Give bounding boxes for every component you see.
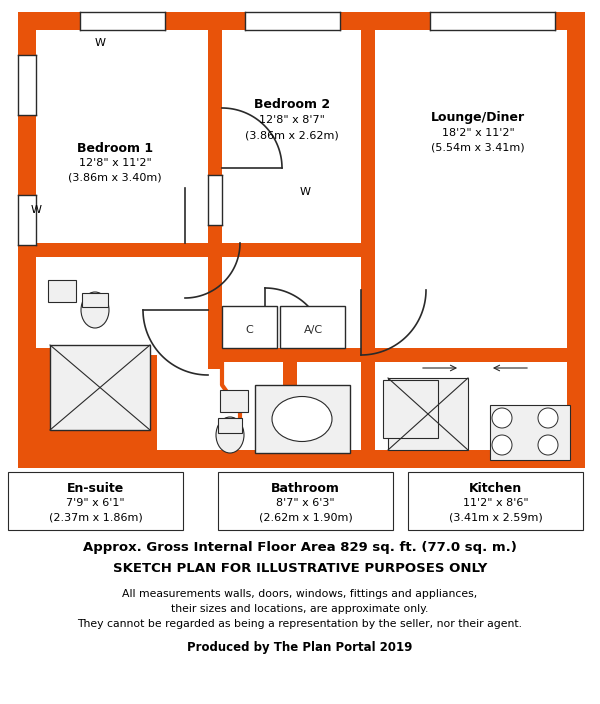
Bar xyxy=(208,12,222,257)
Bar xyxy=(18,243,368,257)
Bar xyxy=(18,450,585,468)
Text: W: W xyxy=(299,187,311,197)
Bar xyxy=(36,30,208,243)
Bar xyxy=(245,12,340,30)
Bar xyxy=(18,348,150,362)
Bar xyxy=(208,175,222,225)
Bar xyxy=(430,12,555,30)
Bar xyxy=(48,280,76,302)
Bar xyxy=(36,257,208,450)
Ellipse shape xyxy=(272,396,332,441)
Text: (2.37m x 1.86m): (2.37m x 1.86m) xyxy=(49,513,142,523)
Bar xyxy=(280,306,345,348)
Bar xyxy=(18,195,36,245)
Bar xyxy=(222,306,277,348)
Bar xyxy=(375,30,567,450)
Bar xyxy=(388,378,468,450)
Text: Approx. Gross Internal Floor Area 829 sq. ft. (77.0 sq. m.): Approx. Gross Internal Floor Area 829 sq… xyxy=(83,541,517,555)
Bar xyxy=(255,385,350,453)
Polygon shape xyxy=(295,215,365,295)
Bar xyxy=(18,55,36,115)
Text: SKETCH PLAN FOR ILLUSTRATIVE PURPOSES ONLY: SKETCH PLAN FOR ILLUSTRATIVE PURPOSES ON… xyxy=(113,562,487,574)
Circle shape xyxy=(538,435,558,455)
Bar xyxy=(368,348,567,362)
Circle shape xyxy=(538,408,558,428)
Text: their sizes and locations, are approximate only.: their sizes and locations, are approxima… xyxy=(172,604,428,614)
Text: 18'2" x 11'2": 18'2" x 11'2" xyxy=(442,128,514,138)
Bar xyxy=(283,355,297,468)
Text: (3.41m x 2.59m): (3.41m x 2.59m) xyxy=(449,513,542,523)
Text: Bedroom 1: Bedroom 1 xyxy=(77,142,153,154)
Bar xyxy=(375,30,567,348)
Text: Bedroom 2: Bedroom 2 xyxy=(254,99,330,111)
Text: A/C: A/C xyxy=(304,325,323,335)
Text: 7'9" x 6'1": 7'9" x 6'1" xyxy=(66,498,125,508)
Ellipse shape xyxy=(216,417,244,453)
Bar xyxy=(82,293,108,307)
Bar xyxy=(222,257,361,348)
Text: C: C xyxy=(245,325,253,335)
Bar xyxy=(143,355,157,468)
Bar xyxy=(361,12,375,468)
Bar xyxy=(218,418,242,433)
Bar xyxy=(18,12,585,30)
Text: W: W xyxy=(31,205,41,215)
Text: (2.62m x 1.90m): (2.62m x 1.90m) xyxy=(259,513,352,523)
Bar xyxy=(222,30,361,243)
Bar xyxy=(222,362,361,450)
Text: W: W xyxy=(95,38,106,48)
Bar xyxy=(220,390,248,412)
Bar xyxy=(80,12,165,30)
Text: 8'7" x 6'3": 8'7" x 6'3" xyxy=(276,498,335,508)
Text: (5.54m x 3.41m): (5.54m x 3.41m) xyxy=(431,143,525,153)
Bar xyxy=(567,12,585,468)
Bar xyxy=(215,348,368,362)
Text: They cannot be regarded as being a representation by the seller, nor their agent: They cannot be regarded as being a repre… xyxy=(77,619,523,629)
Text: Produced by The Plan Portal 2019: Produced by The Plan Portal 2019 xyxy=(187,641,413,655)
Bar xyxy=(218,472,393,530)
Text: En-suite: En-suite xyxy=(67,482,124,494)
Ellipse shape xyxy=(81,292,109,328)
Text: RATH: RATH xyxy=(125,249,496,370)
Text: Lounge/Diner: Lounge/Diner xyxy=(431,111,525,125)
Text: 12'8" x 11'2": 12'8" x 11'2" xyxy=(79,158,151,168)
Circle shape xyxy=(492,408,512,428)
Bar xyxy=(50,345,150,430)
Bar xyxy=(408,472,583,530)
Bar xyxy=(490,405,570,460)
Text: 12'8" x 8'7": 12'8" x 8'7" xyxy=(259,115,325,125)
Bar xyxy=(18,12,36,468)
Text: Bathroom: Bathroom xyxy=(271,482,340,494)
Bar xyxy=(222,362,283,450)
Bar xyxy=(208,250,222,369)
Polygon shape xyxy=(280,175,380,220)
Bar xyxy=(36,355,150,450)
Text: Kitchen: Kitchen xyxy=(469,482,522,494)
Bar xyxy=(375,362,567,450)
Text: (3.86m x 2.62m): (3.86m x 2.62m) xyxy=(245,130,339,140)
Text: All measurements walls, doors, windows, fittings and appliances,: All measurements walls, doors, windows, … xyxy=(122,589,478,599)
Circle shape xyxy=(492,435,512,455)
Text: (3.86m x 3.40m): (3.86m x 3.40m) xyxy=(68,172,162,182)
Bar xyxy=(383,380,438,438)
Bar xyxy=(8,472,183,530)
Text: 11'2" x 8'6": 11'2" x 8'6" xyxy=(463,498,529,508)
